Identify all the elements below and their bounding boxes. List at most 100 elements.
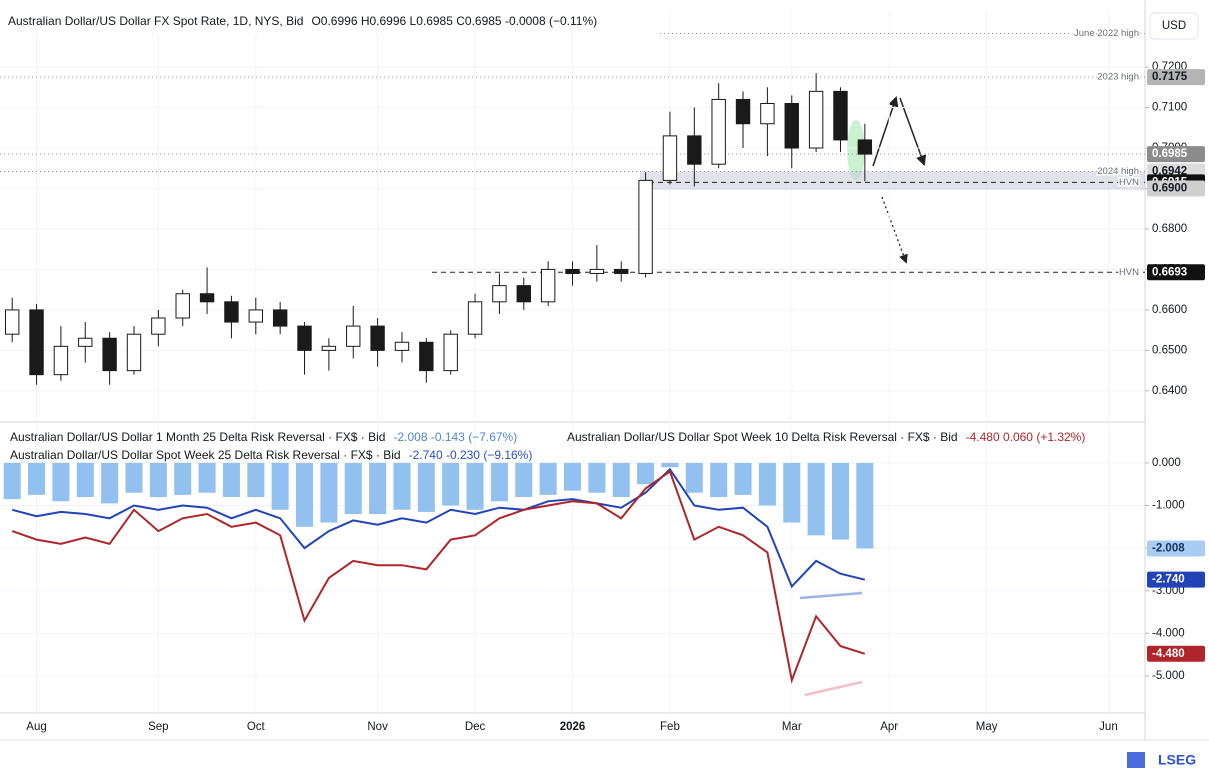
rr-bar	[588, 462, 606, 493]
arrow-dotted	[881, 196, 908, 264]
rr-bar	[612, 462, 630, 497]
rr-bar	[393, 462, 411, 510]
candle-body	[589, 268, 605, 274]
rr-bar	[271, 462, 289, 510]
candle-body	[224, 301, 239, 323]
rr-bar	[758, 462, 776, 506]
y-tick-label: -1.000	[1152, 500, 1185, 512]
x-tick-label: Feb	[660, 721, 680, 733]
y-tick-label: 0.6800	[1152, 223, 1187, 235]
y-tick-label: 0.7100	[1152, 102, 1187, 114]
x-tick-label: Jun	[1099, 721, 1118, 733]
price-status: O0.6996 H0.6996 L0.6985 C0.6985 -0.0008 …	[311, 14, 597, 28]
rr-line	[11, 469, 866, 684]
rr-bar	[710, 462, 728, 497]
legend-name: Australian Dollar/US Dollar 1 Month 25 D…	[10, 430, 385, 444]
rr-bar	[101, 462, 119, 504]
currency-button[interactable]	[1149, 12, 1199, 40]
x-tick-label: May	[976, 721, 998, 733]
candle-body	[102, 337, 117, 372]
price-tag-label: 0.6693	[1152, 266, 1187, 278]
candle-body	[419, 341, 434, 372]
y-tick-label: -4.000	[1152, 627, 1185, 639]
rr-bar	[149, 462, 167, 497]
series-tag-label: -4.480	[1152, 648, 1185, 660]
candle-body	[151, 317, 166, 335]
y-tick-label: -3.000	[1152, 585, 1185, 597]
candle-body	[467, 301, 483, 335]
rr-bar	[807, 462, 825, 536]
candle-body	[638, 179, 653, 274]
level-note: HVN	[1119, 177, 1139, 188]
candle-body	[833, 90, 848, 141]
candle-body	[321, 345, 337, 351]
candle-body	[29, 309, 44, 376]
rr-bar	[734, 462, 752, 495]
rr-bar	[52, 462, 70, 502]
legend-name: Australian Dollar/US Dollar Spot Week 10…	[567, 430, 958, 444]
candle-body	[735, 98, 751, 125]
x-tick-label: Sep	[148, 721, 168, 733]
rr-bar	[198, 462, 216, 493]
highlight-ellipse	[847, 120, 865, 180]
x-tick-label: Mar	[782, 721, 802, 733]
rr-bar	[76, 462, 94, 497]
hvn-zone	[640, 171, 1145, 190]
brand-icon	[1127, 752, 1145, 768]
candle-body	[175, 293, 190, 319]
price-tag	[1147, 180, 1205, 197]
candle-body	[565, 268, 580, 274]
candle-body	[687, 135, 702, 165]
candle-body	[614, 268, 629, 274]
rr-line	[11, 467, 866, 589]
x-tick-label: Apr	[880, 721, 898, 733]
candle-body	[126, 333, 142, 372]
series-tag	[1147, 571, 1205, 588]
price-tag	[1147, 146, 1205, 163]
candle-body	[711, 98, 726, 165]
x-tick-label: 2026	[560, 721, 586, 733]
level-note: June 2022 high	[1074, 28, 1139, 39]
rr-bar	[320, 462, 338, 523]
x-tick-label: Oct	[247, 721, 266, 733]
y-tick-label: 0.6400	[1152, 385, 1187, 397]
rr-bar	[563, 462, 582, 491]
candle-body	[808, 90, 824, 149]
x-tick-label: Nov	[367, 721, 388, 733]
candle-body	[784, 102, 799, 149]
rr-bar	[222, 462, 240, 497]
price-tag	[1147, 264, 1205, 281]
rr-bar	[3, 462, 21, 500]
level-note: 2023 high	[1097, 72, 1139, 83]
level-note: 2024 high	[1097, 166, 1139, 177]
series-tag-label: -2.008	[1152, 542, 1185, 554]
header-bg	[0, 10, 660, 34]
price-tag-label: 0.6985	[1152, 148, 1188, 160]
series-tag	[1147, 540, 1205, 557]
currency-label[interactable]: USD	[1162, 20, 1186, 32]
arrow-down	[899, 97, 927, 166]
price-tag-label: 0.6900	[1152, 183, 1187, 195]
x-tick-label: Aug	[26, 721, 46, 733]
candle-body	[394, 341, 410, 351]
rr-bar	[856, 462, 874, 549]
y-tick-label: 0.6600	[1152, 304, 1187, 316]
plot: Aug Sep Oct Nov Dec 2026 Feb Mar Apr May Jun 0.6400…	[0, 10, 1205, 733]
y-tick-label: 0.6500	[1152, 344, 1187, 356]
candle-body	[516, 285, 531, 303]
rr-bar	[783, 462, 801, 523]
candle-body	[857, 139, 873, 155]
rr-bar	[247, 462, 265, 497]
candle-body	[78, 337, 93, 347]
rr-bar	[28, 462, 46, 495]
candle-body	[540, 268, 556, 303]
rr-bar	[539, 462, 557, 495]
candle-body	[760, 102, 775, 125]
rr-bar	[661, 462, 679, 468]
rr-bar	[831, 462, 850, 540]
brand-logo: LSEG	[1127, 752, 1196, 768]
rr-bar	[466, 462, 484, 510]
